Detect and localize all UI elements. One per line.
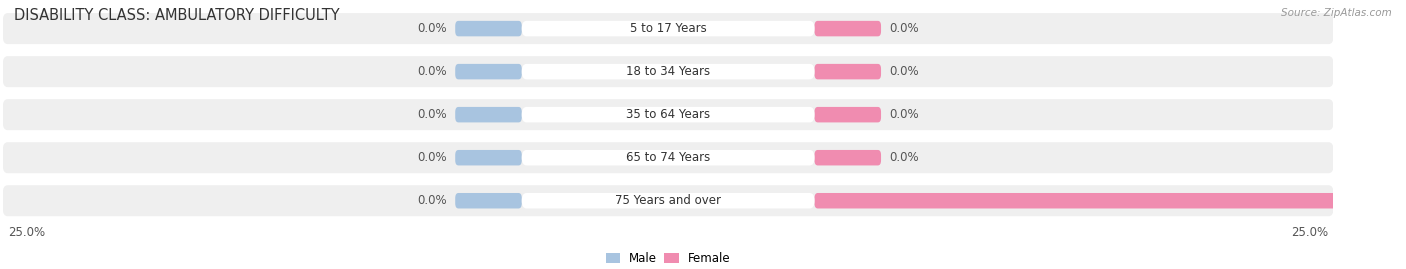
FancyBboxPatch shape — [814, 64, 882, 79]
FancyBboxPatch shape — [814, 21, 882, 36]
FancyBboxPatch shape — [3, 99, 1333, 130]
Text: 0.0%: 0.0% — [889, 151, 918, 164]
FancyBboxPatch shape — [456, 107, 522, 122]
FancyBboxPatch shape — [3, 56, 1333, 87]
FancyBboxPatch shape — [456, 193, 522, 208]
Text: 75 Years and over: 75 Years and over — [616, 194, 721, 207]
Text: 0.0%: 0.0% — [889, 65, 918, 78]
Text: 65 to 74 Years: 65 to 74 Years — [626, 151, 710, 164]
Text: 35 to 64 Years: 35 to 64 Years — [626, 108, 710, 121]
FancyBboxPatch shape — [522, 107, 814, 122]
Text: DISABILITY CLASS: AMBULATORY DIFFICULTY: DISABILITY CLASS: AMBULATORY DIFFICULTY — [14, 8, 340, 23]
FancyBboxPatch shape — [3, 13, 1333, 44]
FancyBboxPatch shape — [522, 150, 814, 165]
Text: 18 to 34 Years: 18 to 34 Years — [626, 65, 710, 78]
Text: 0.0%: 0.0% — [418, 194, 447, 207]
FancyBboxPatch shape — [456, 64, 522, 79]
Text: 0.0%: 0.0% — [418, 65, 447, 78]
Text: 0.0%: 0.0% — [418, 108, 447, 121]
FancyBboxPatch shape — [3, 142, 1333, 173]
Legend: Male, Female: Male, Female — [600, 247, 735, 269]
Text: 0.0%: 0.0% — [418, 151, 447, 164]
FancyBboxPatch shape — [814, 193, 1406, 208]
Text: 25.0%: 25.0% — [1291, 226, 1329, 239]
Text: Source: ZipAtlas.com: Source: ZipAtlas.com — [1281, 8, 1392, 18]
FancyBboxPatch shape — [522, 21, 814, 36]
Text: 0.0%: 0.0% — [418, 22, 447, 35]
FancyBboxPatch shape — [3, 185, 1333, 216]
Text: 23.0%: 23.0% — [1378, 194, 1406, 207]
Text: 0.0%: 0.0% — [889, 22, 918, 35]
FancyBboxPatch shape — [814, 107, 882, 122]
FancyBboxPatch shape — [522, 193, 814, 208]
Text: 25.0%: 25.0% — [8, 226, 45, 239]
FancyBboxPatch shape — [522, 64, 814, 79]
FancyBboxPatch shape — [814, 150, 882, 165]
FancyBboxPatch shape — [456, 150, 522, 165]
Text: 0.0%: 0.0% — [889, 108, 918, 121]
FancyBboxPatch shape — [456, 21, 522, 36]
Text: 5 to 17 Years: 5 to 17 Years — [630, 22, 706, 35]
